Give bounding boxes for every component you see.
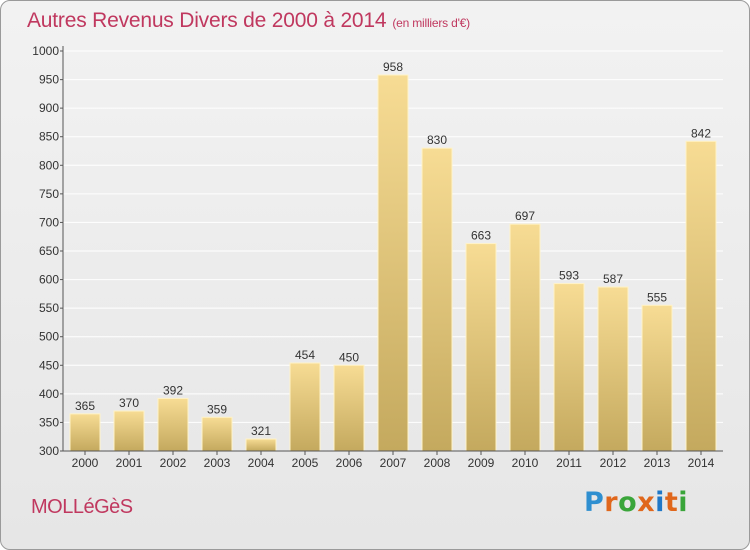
x-tick-label: 2009 (468, 456, 495, 470)
data-label: 392 (163, 383, 183, 397)
x-tick-label: 2014 (688, 456, 715, 470)
data-label: 697 (515, 209, 535, 223)
chart-subtitle: (en milliers d'€) (392, 16, 470, 30)
logo-letter: P (584, 487, 605, 518)
proxiti-logo: Proxiti (584, 487, 688, 518)
y-tick-label: 300 (39, 444, 59, 458)
data-labels: 365 370 392 359 321 454 450 958 830 663 697 593 587 5… (75, 60, 711, 438)
y-tick-label: 400 (39, 387, 59, 401)
data-label: 454 (295, 348, 315, 362)
y-tick-labels: 300 350 400 450 500 550 600 650 700 750 800 850 900 9… (32, 44, 59, 458)
x-tick-label: 2012 (600, 456, 627, 470)
chart-title: Autres Revenus Divers de 2000 à 2014 (en … (27, 9, 470, 33)
data-label: 365 (75, 399, 95, 413)
data-label: 830 (427, 133, 447, 147)
data-label: 450 (339, 350, 359, 364)
x-tick-labels: 2000 2001 2002 2003 2004 2005 2006 2007 2008 2009… (72, 451, 715, 470)
data-label: 370 (119, 396, 139, 410)
y-tick-label: 900 (39, 101, 59, 115)
bars (69, 74, 717, 452)
y-tick-label: 450 (39, 358, 59, 372)
bar (289, 362, 321, 452)
bar (553, 283, 585, 452)
logo-letter: i (655, 487, 665, 518)
data-label: 663 (471, 229, 491, 243)
y-tick-label: 750 (39, 187, 59, 201)
logo-letter: t (664, 487, 679, 518)
x-tick-label: 2005 (292, 456, 319, 470)
bar (685, 140, 717, 452)
bar (245, 438, 277, 452)
bar (157, 397, 189, 452)
chart-title-text: Autres Revenus Divers de 2000 à 2014 (27, 9, 387, 32)
x-tick-label: 2006 (336, 456, 363, 470)
data-label: 321 (251, 424, 271, 438)
x-tick-label: 2013 (644, 456, 671, 470)
x-tick-label: 2010 (512, 456, 539, 470)
logo-letter: x (637, 487, 656, 518)
logo-letter: i (678, 487, 689, 518)
x-tick-label: 2002 (160, 456, 187, 470)
bar (641, 304, 673, 452)
y-tick-label: 650 (39, 244, 59, 258)
y-tick-label: 350 (39, 415, 59, 429)
y-tick-label: 550 (39, 301, 59, 315)
x-tick-label: 2000 (72, 456, 99, 470)
data-label: 593 (559, 269, 579, 283)
y-tick-label: 600 (39, 273, 59, 287)
bar (597, 286, 629, 452)
data-label: 555 (647, 290, 667, 304)
data-label: 842 (691, 126, 711, 140)
bar (113, 410, 145, 452)
bar (421, 147, 453, 452)
x-tick-label: 2003 (204, 456, 231, 470)
y-tick-label: 1000 (32, 44, 59, 58)
y-tick-label: 500 (39, 330, 59, 344)
y-tick-label: 850 (39, 130, 59, 144)
x-tick-label: 2001 (116, 456, 143, 470)
x-tick-label: 2011 (556, 456, 582, 470)
data-label: 359 (207, 402, 227, 416)
y-tick-label: 700 (39, 215, 59, 229)
x-tick-label: 2004 (248, 456, 275, 470)
data-label: 958 (383, 60, 403, 74)
bar (333, 364, 365, 452)
logo-letter: r (604, 487, 619, 518)
place-name: MOLLéGèS (31, 496, 133, 518)
bar (201, 416, 233, 452)
y-tick-label: 950 (39, 73, 59, 87)
y-tick-label: 800 (39, 158, 59, 172)
bar (465, 243, 497, 452)
bar (377, 74, 409, 452)
x-tick-label: 2007 (380, 456, 407, 470)
bar (69, 413, 101, 452)
data-label: 587 (603, 272, 623, 286)
logo-letter: o (618, 487, 638, 518)
x-tick-label: 2008 (424, 456, 451, 470)
bar (509, 223, 541, 452)
